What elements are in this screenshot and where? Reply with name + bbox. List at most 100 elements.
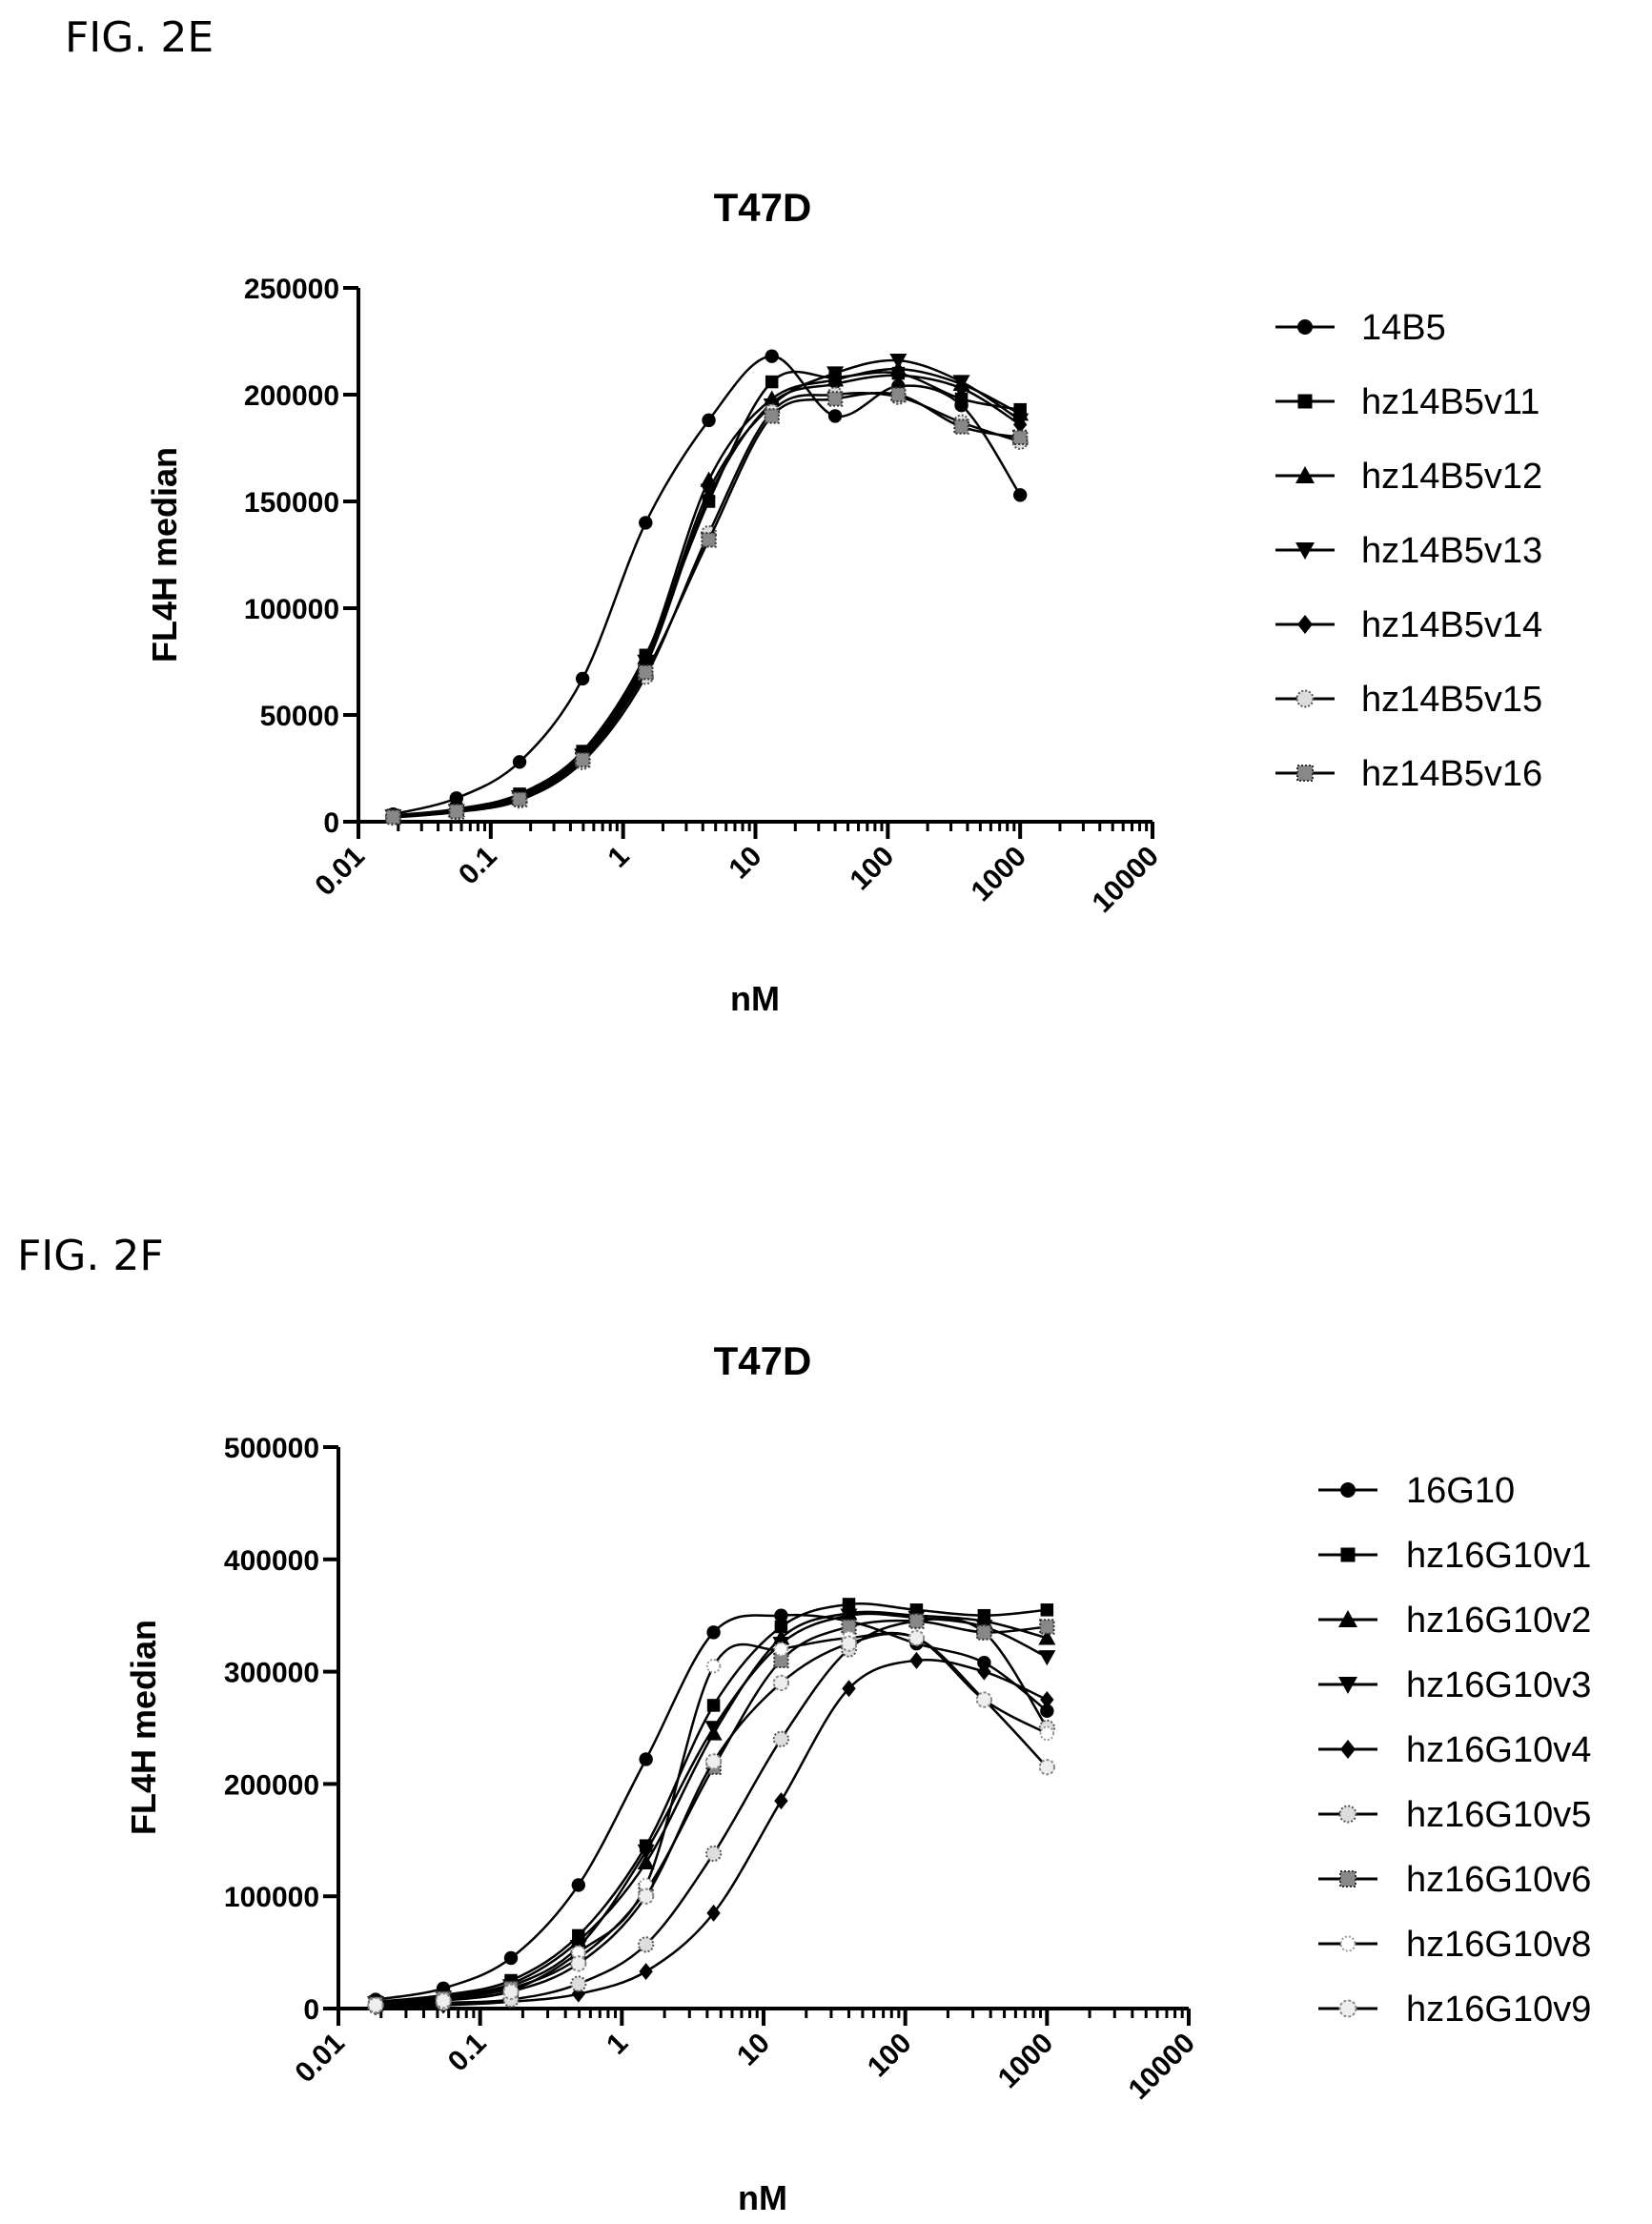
data-point xyxy=(908,1629,926,1646)
y-axis-label: FL4H median xyxy=(124,1620,163,1835)
legend-marker xyxy=(1340,1740,1356,1759)
x-tick-label: 10 xyxy=(724,841,768,886)
data-point xyxy=(975,1691,993,1708)
data-point xyxy=(1012,488,1028,502)
data-point xyxy=(512,755,527,769)
data-point xyxy=(435,1992,452,2010)
y-tick-label: 0 xyxy=(303,1994,319,2026)
legend-marker xyxy=(1295,689,1315,708)
series-curve xyxy=(375,1632,1049,2007)
data-point xyxy=(827,409,843,423)
x-tick-label: 100 xyxy=(845,841,901,897)
data-point xyxy=(639,1752,653,1766)
data-point xyxy=(574,751,591,768)
y-tick-label: 150000 xyxy=(244,487,339,519)
data-point xyxy=(1038,1629,1056,1645)
legend-label: hz14B5v12 xyxy=(1361,457,1542,497)
data-point xyxy=(570,1955,587,1972)
legend-marker xyxy=(1295,542,1315,560)
data-point xyxy=(772,1674,790,1692)
x-tick-label: 10000 xyxy=(1123,2028,1201,2106)
data-point xyxy=(448,804,464,820)
legend-label: 16G10 xyxy=(1406,1471,1515,1511)
legend-label: hz16G10v9 xyxy=(1406,1989,1591,2030)
chart-1: T47D 0 50000 100000 150000 200000 250000 0.01 0.… xyxy=(145,185,1542,1018)
figure-label-2e: FIG. 2E xyxy=(65,13,214,62)
data-point xyxy=(827,375,843,393)
legend-entry: hz14B5v13 xyxy=(1275,531,1542,571)
legend-entry: hz16G10v5 xyxy=(1318,1795,1591,1835)
legend-entry: hz16G10v8 xyxy=(1318,1925,1591,1965)
legend-marker xyxy=(1340,1482,1356,1498)
series-hz16G10v4 xyxy=(368,1651,1054,2016)
data-point xyxy=(953,418,969,435)
series-hz14B5v15 xyxy=(384,386,1029,826)
data-point xyxy=(1038,1650,1056,1666)
x-tick-label: 100 xyxy=(862,2028,918,2084)
data-point xyxy=(639,516,653,530)
legend-marker xyxy=(1339,1935,1356,1952)
y-tick-label: 250000 xyxy=(244,274,339,305)
data-point xyxy=(764,408,780,424)
legend-entry: hz16G10v4 xyxy=(1318,1730,1591,1770)
legend-label: hz14B5v13 xyxy=(1361,531,1542,571)
series-curve xyxy=(375,1619,1048,2006)
legend-marker xyxy=(1296,765,1314,782)
data-point xyxy=(704,1753,723,1770)
data-point xyxy=(826,366,845,382)
x-axis-label: nM xyxy=(730,979,780,1018)
legend-entry: 16G10 xyxy=(1318,1471,1515,1511)
series-hz16G10v9 xyxy=(367,1629,1055,2014)
data-point xyxy=(976,1624,992,1641)
data-point xyxy=(367,1996,384,2014)
data-point xyxy=(765,375,779,389)
data-point xyxy=(774,1620,788,1634)
data-point xyxy=(639,1963,653,1981)
data-point xyxy=(503,1950,519,1966)
data-point xyxy=(571,1878,586,1892)
series-hz14B5v14 xyxy=(386,366,1028,826)
data-point xyxy=(842,1598,856,1611)
series-hz16G10v5 xyxy=(367,1612,1055,2015)
data-point xyxy=(637,1853,655,1870)
data-point xyxy=(1039,1725,1055,1742)
data-point xyxy=(773,1642,789,1657)
legend-label: hz14B5v15 xyxy=(1361,680,1542,720)
series-curve xyxy=(375,1631,1048,2007)
data-point xyxy=(706,1625,721,1640)
data-point xyxy=(889,353,908,370)
legend-marker xyxy=(1339,1870,1356,1887)
data-point xyxy=(909,1651,924,1669)
legend-marker xyxy=(1297,319,1313,335)
data-point xyxy=(765,349,779,363)
legend-marker xyxy=(1297,615,1313,634)
series-curve xyxy=(393,392,1021,819)
data-point xyxy=(954,379,969,398)
legend-marker xyxy=(1340,1547,1356,1562)
x-tick-label: 10000 xyxy=(1087,841,1165,919)
data-point xyxy=(908,1613,925,1629)
series-hz14B5v11 xyxy=(386,366,1027,823)
legend-entry: hz16G10v1 xyxy=(1318,1536,1591,1576)
chart-title: T47D xyxy=(714,1338,812,1383)
x-axis-label: nM xyxy=(738,2178,787,2217)
legend-label: hz16G10v1 xyxy=(1406,1536,1591,1576)
legend-label: hz16G10v5 xyxy=(1406,1795,1591,1835)
data-point xyxy=(891,366,906,384)
data-point xyxy=(774,1608,788,1622)
legend-entry: hz14B5v11 xyxy=(1275,382,1540,422)
legend-entry: hz14B5v14 xyxy=(1275,605,1542,645)
series-curve xyxy=(375,1602,1048,2004)
legend-entry: hz14B5v15 xyxy=(1275,680,1542,720)
data-point xyxy=(890,386,907,403)
x-tick-label: 1000 xyxy=(966,841,1033,908)
x-tick-label: 1000 xyxy=(992,2028,1060,2095)
legend-entry: hz16G10v9 xyxy=(1318,1989,1591,2030)
legend-label: hz16G10v3 xyxy=(1406,1665,1591,1705)
x-tick-label: 0.01 xyxy=(309,841,371,903)
y-tick-label: 100000 xyxy=(224,1882,319,1913)
series-curve xyxy=(393,374,1021,818)
data-point xyxy=(773,1652,789,1669)
series-hz14B5v12 xyxy=(384,360,1030,823)
